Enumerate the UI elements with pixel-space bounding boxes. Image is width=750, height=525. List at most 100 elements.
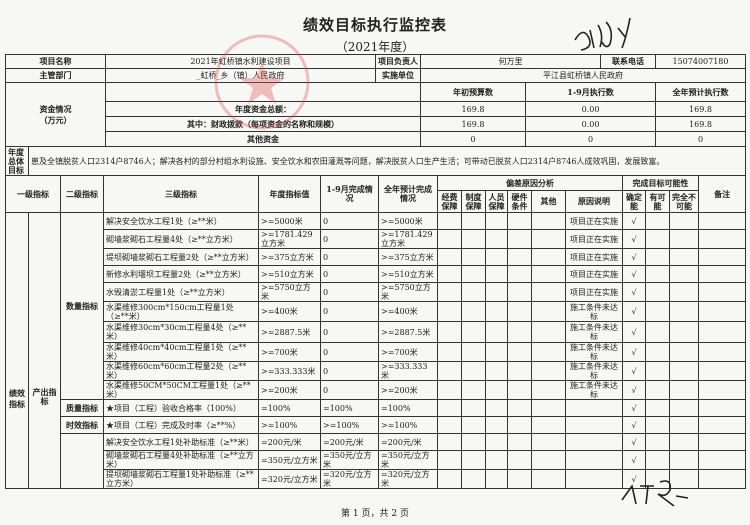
certain-check: √ bbox=[622, 469, 646, 489]
table-row: 砌墙浆砌石工程量4处（≥**立方米） >=1781.429立方米 0 >=1781.4… bbox=[6, 229, 747, 249]
funds-row: 其他资金 0 0 0 bbox=[6, 131, 746, 147]
certain-check: √ bbox=[622, 433, 646, 451]
funds-row: 其中：财政拨款（每项资金的名称和规模） 169.8 0.00 169.8 bbox=[6, 116, 746, 132]
header-actual: 1-9月完成情况 bbox=[320, 175, 379, 213]
header-dev-0: 经费保障 bbox=[437, 190, 462, 213]
deviation-cell bbox=[485, 399, 508, 417]
deviation-cell bbox=[437, 399, 462, 417]
unit: 平江县虹桥镇人民政府 bbox=[420, 68, 746, 83]
header-target: 年度指标值 bbox=[258, 175, 321, 213]
deviation-cell bbox=[485, 212, 508, 230]
deviation-cell bbox=[485, 282, 508, 302]
reason-text: 施工条件未达标 bbox=[565, 342, 623, 362]
deviation-cell bbox=[507, 265, 532, 283]
remark-cell bbox=[697, 248, 747, 266]
impossible-cell bbox=[669, 229, 699, 249]
table-row: 新修水利堰坝工程量2处（≥**立方米） >=510立方米 0 >=510立方米 项目正在… bbox=[6, 265, 747, 283]
remark-cell bbox=[697, 361, 747, 381]
deviation-cell bbox=[461, 248, 486, 266]
header-forecast: 全年预计完成情况 bbox=[378, 175, 438, 213]
target-value: >=375立方米 bbox=[258, 248, 321, 266]
forecast-value: >=510立方米 bbox=[378, 265, 438, 283]
actual-value: =100% bbox=[320, 399, 379, 417]
deviation-cell bbox=[437, 212, 462, 230]
actual-value: 0 bbox=[320, 361, 379, 381]
forecast-value: >=200米 bbox=[378, 380, 438, 400]
deviation-cell bbox=[461, 433, 486, 451]
remark-cell bbox=[697, 212, 747, 230]
impossible-cell bbox=[669, 342, 699, 362]
target-value: =350元/立方米 bbox=[258, 450, 321, 470]
deviation-cell bbox=[461, 416, 486, 434]
level2-label: 时效指标 bbox=[60, 416, 104, 434]
certain-check: √ bbox=[622, 450, 646, 470]
table-row: 质量指标 ★项目（工程）验收合格率（100%） =100% =100% =100% √ bbox=[6, 399, 747, 417]
indicator-name: ★项目（工程）验收合格率（100%） bbox=[103, 399, 259, 417]
deviation-cell bbox=[485, 265, 508, 283]
forecast-value: >=375立方米 bbox=[378, 248, 438, 266]
funds-row: 年度资金总额： 169.8 0.00 169.8 bbox=[6, 101, 746, 117]
deviation-cell bbox=[461, 361, 486, 381]
deviation-cell bbox=[485, 361, 508, 381]
possible-cell bbox=[645, 342, 670, 362]
forecast-value: >=400米 bbox=[378, 301, 438, 322]
actual-value: =200元/米 bbox=[320, 433, 379, 451]
deviation-cell bbox=[507, 399, 532, 417]
deviation-cell bbox=[507, 380, 532, 400]
table-row: 水渠维修300cm*150cm工程量1处（≥**米） >=400米 0 >=400米施… bbox=[6, 301, 747, 322]
forecast-value: >=1781.429立方米 bbox=[378, 229, 438, 249]
deviation-cell bbox=[485, 342, 508, 362]
remark-cell bbox=[697, 265, 747, 283]
dept: _虹桥_乡（镇）人民政府 bbox=[105, 68, 376, 83]
remark-cell bbox=[697, 229, 747, 249]
header-poss-0: 确定能 bbox=[622, 190, 646, 213]
table-row: 绩效指标 产出指标 数量指标 解决安全饮水工程1处（≥**米） >=5000米 0 >=50… bbox=[5, 212, 747, 489]
level0-label: 绩效指标 bbox=[5, 212, 29, 489]
indicator-name: 水渠维修30cm*30cm工程量4处（≥**米） bbox=[103, 321, 259, 343]
phone-label: 联系电话 bbox=[600, 54, 656, 69]
indicator-name: 水渠维修40cm*40cm工程量1处（≥**米） bbox=[103, 342, 259, 362]
forecast-value: =350元/立方米 bbox=[378, 450, 438, 470]
project-info-table: 项目名称 2021年虹桥镇水利建设项目 项目负责人 何万里 联系电话 15074… bbox=[5, 54, 746, 147]
impossible-cell bbox=[669, 212, 699, 230]
deviation-cell bbox=[437, 469, 462, 489]
level1-label: 产出指标 bbox=[28, 212, 61, 489]
reason-text: 项目正在实施 bbox=[565, 265, 623, 283]
document-title: 绩效目标执行监控表 bbox=[302, 16, 447, 34]
deviation-cell bbox=[461, 212, 486, 230]
deviation-cell bbox=[531, 212, 566, 230]
leader: 何万里 bbox=[420, 54, 601, 69]
deviation-cell bbox=[461, 229, 486, 249]
reason-text: 施工条件未达标 bbox=[565, 321, 623, 343]
possible-cell bbox=[645, 248, 670, 266]
funds-header-forecast: 全年预计执行数 bbox=[655, 82, 746, 102]
deviation-cell bbox=[437, 282, 462, 302]
impossible-cell bbox=[669, 301, 699, 322]
deviation-cell bbox=[531, 321, 566, 343]
reason-text: 施工条件未达标 bbox=[565, 301, 623, 322]
target-value: >=1781.429立方米 bbox=[258, 229, 321, 249]
project-name: 2021年虹桥镇水利建设项目 bbox=[105, 54, 376, 69]
deviation-cell bbox=[531, 361, 566, 381]
possible-cell bbox=[645, 433, 670, 451]
impossible-cell bbox=[669, 380, 699, 400]
possible-cell bbox=[645, 416, 670, 434]
forecast-value: =100% bbox=[378, 399, 438, 417]
forecast-value: >=700米 bbox=[378, 342, 438, 362]
deviation-cell bbox=[531, 450, 566, 470]
deviation-cell bbox=[531, 301, 566, 322]
certain-check: √ bbox=[622, 229, 646, 249]
deviation-cell bbox=[461, 469, 486, 489]
forecast-value: >=2887.5米 bbox=[378, 321, 438, 343]
reason-text bbox=[565, 399, 623, 417]
actual-value: >=100% bbox=[320, 416, 379, 434]
actual-value: 0 bbox=[320, 229, 379, 249]
project-name-label: 项目名称 bbox=[5, 54, 106, 69]
deviation-cell bbox=[531, 248, 566, 266]
deviation-cell bbox=[485, 416, 508, 434]
deviation-cell bbox=[461, 282, 486, 302]
impossible-cell bbox=[669, 469, 699, 489]
deviation-cell bbox=[437, 248, 462, 266]
deviation-cell bbox=[437, 380, 462, 400]
reason-text bbox=[565, 450, 623, 470]
